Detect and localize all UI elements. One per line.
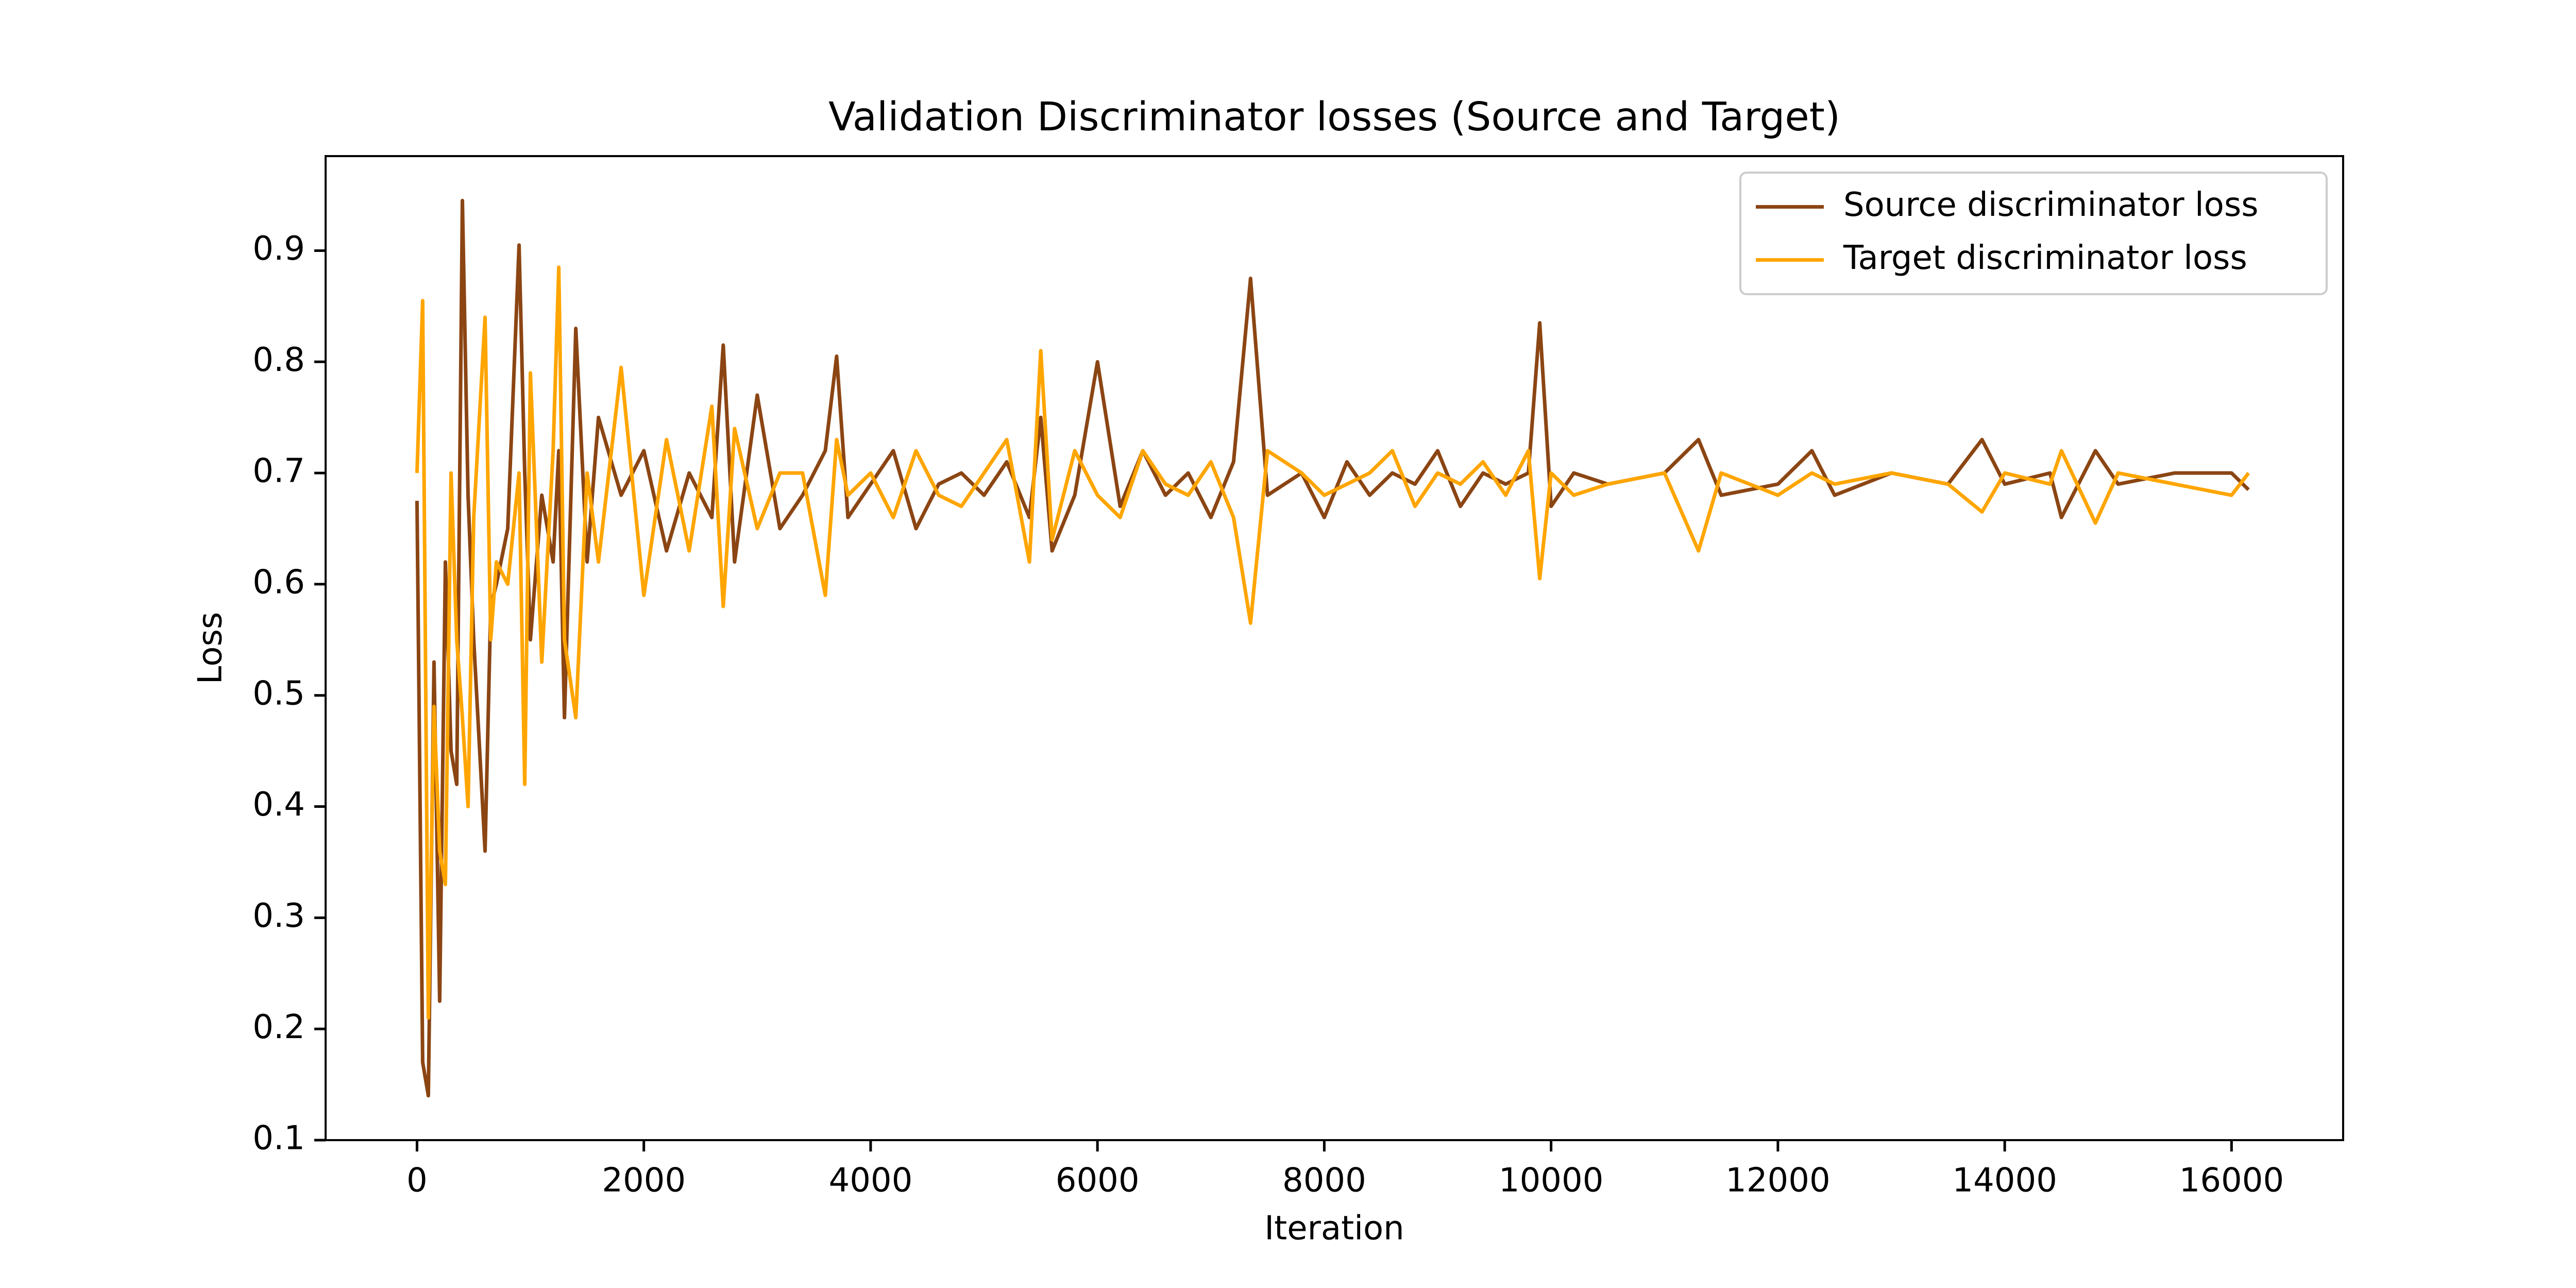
- x-tick-label: 8000: [1282, 1162, 1366, 1200]
- x-axis-label: Iteration: [1264, 1210, 1404, 1248]
- x-tick-label: 10000: [1499, 1162, 1604, 1200]
- x-tick-label: 16000: [2179, 1162, 2284, 1200]
- legend-label: Source discriminator loss: [1843, 186, 2259, 224]
- y-tick-label: 0.4: [252, 786, 305, 824]
- x-tick-label: 12000: [1725, 1162, 1831, 1200]
- y-tick-label: 0.8: [252, 341, 305, 379]
- y-tick-label: 0.1: [252, 1120, 305, 1158]
- plot-frame: [325, 155, 2344, 1141]
- x-tick-label: 14000: [1952, 1162, 2057, 1200]
- y-tick-label: 0.5: [252, 674, 305, 713]
- chart-title: Validation Discriminator losses (Source …: [828, 94, 1840, 140]
- x-tick-label: 2000: [602, 1162, 686, 1200]
- y-tick-label: 0.6: [252, 563, 305, 601]
- legend-box: [1739, 172, 2328, 295]
- y-tick-label: 0.9: [252, 230, 305, 268]
- legend-label: Target discriminator loss: [1843, 239, 2247, 277]
- y-tick-label: 0.2: [252, 1008, 305, 1046]
- y-tick-label: 0.7: [252, 452, 305, 490]
- x-tick-label: 0: [406, 1162, 428, 1200]
- legend: Source discriminator loss Target discrimi…: [1739, 172, 2328, 295]
- data-line: [415, 265, 2250, 1020]
- x-tick-label: 4000: [828, 1162, 912, 1200]
- y-tick-label: 0.3: [252, 897, 305, 935]
- data-line: [415, 198, 2250, 1098]
- y-axis-label: Loss: [192, 612, 230, 684]
- x-tick-label: 6000: [1056, 1162, 1140, 1200]
